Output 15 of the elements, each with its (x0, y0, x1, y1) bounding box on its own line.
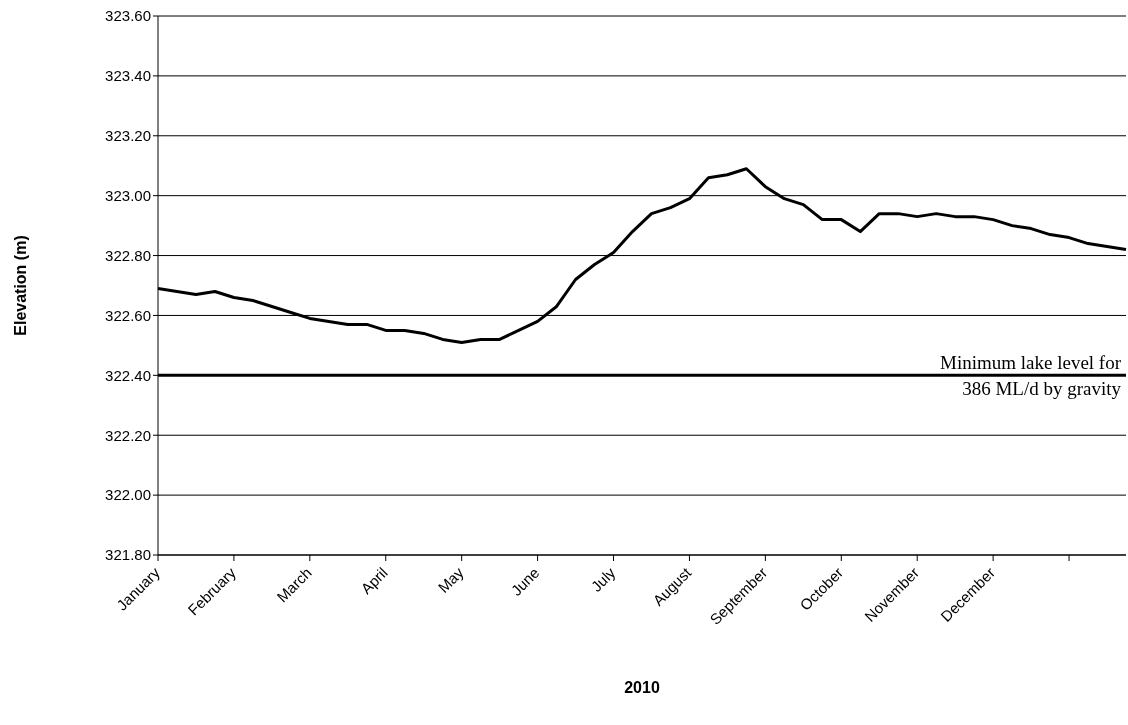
y-tick-label: 322.80 (105, 246, 151, 264)
y-tick-label: 323.60 (105, 7, 151, 25)
x-axis-title: 2010 (624, 679, 660, 696)
y-tick-label: 321.80 (105, 546, 151, 564)
y-tick-label: 323.00 (105, 186, 151, 204)
y-tick-label: 322.00 (105, 486, 151, 504)
x-tick-label: May (434, 563, 467, 596)
y-tick-label: 323.40 (105, 67, 151, 85)
y-tick-label: 322.60 (105, 306, 151, 324)
y-tick-label: 323.20 (105, 127, 151, 145)
ref-line-label: Minimum lake level for 386 ML/d by gravity (940, 352, 1122, 400)
y-tick-label: 322.40 (105, 366, 151, 384)
x-tick-label: July (587, 563, 619, 595)
y-tick-label: 322.20 (105, 426, 151, 444)
y-axis-title: Elevation (m) (11, 235, 29, 336)
